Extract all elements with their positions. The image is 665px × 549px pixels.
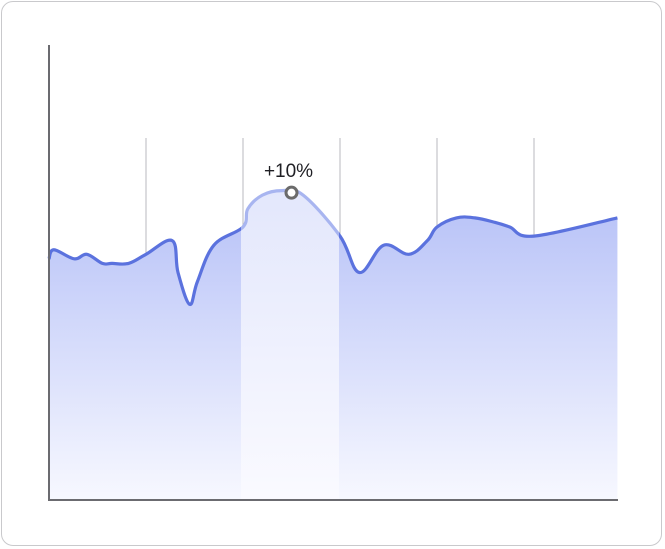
axes [48,45,618,501]
area-fill-highlight [241,189,339,500]
annotation-marker [284,185,299,200]
annotation-label: +10% [264,161,313,182]
series-line-highlight [241,188,339,238]
